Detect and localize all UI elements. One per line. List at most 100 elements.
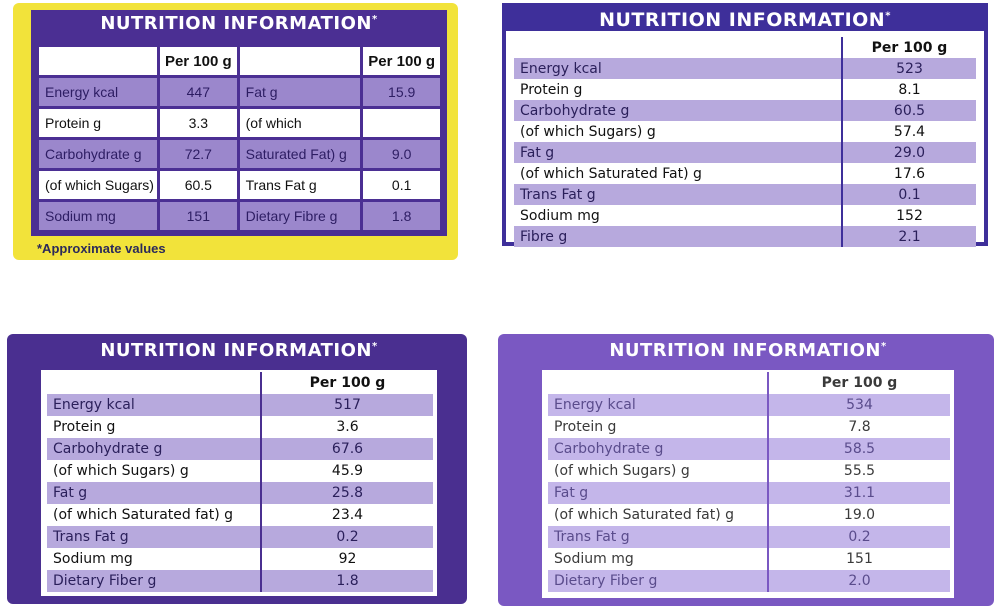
table-row: Carbohydrate g 72.7 Saturated Fat) g 9.0 bbox=[39, 138, 443, 171]
row-label: Energy kcal bbox=[47, 394, 261, 416]
row-label-right: (of which bbox=[238, 107, 364, 140]
panel-2-title-mark: * bbox=[885, 10, 891, 22]
panel-4-table: Per 100 g Energy kcal 534 Protein g 7.8 Ca… bbox=[548, 372, 950, 592]
table-row: Protein g 8.1 bbox=[514, 79, 976, 100]
row-value: 67.6 bbox=[260, 438, 433, 460]
row-label-right: Dietary Fibre g bbox=[238, 200, 364, 233]
nutrition-panel-2: NUTRITION INFORMATION* Per 100 g Energy … bbox=[502, 3, 988, 247]
table-row: Sodium mg 92 bbox=[47, 548, 433, 570]
table-row: Protein g 3.3 (of which bbox=[39, 107, 443, 140]
row-label: Sodium mg bbox=[554, 551, 634, 567]
row-value-left: 60.5 bbox=[158, 169, 240, 202]
table-row: Trans Fat g 0.2 bbox=[548, 526, 950, 548]
table-row: Fat g 29.0 bbox=[514, 142, 976, 163]
table-header-row: Per 100 g bbox=[514, 37, 976, 58]
row-value: 23.4 bbox=[260, 504, 433, 526]
row-value-left: 447 bbox=[158, 76, 240, 109]
row-value: 31.1 bbox=[767, 482, 950, 504]
row-label-right: Fat g bbox=[238, 76, 364, 109]
row-label: Fibre g bbox=[514, 226, 842, 247]
header-blank-cell bbox=[47, 372, 261, 394]
table-row: Protein g 7.8 bbox=[548, 416, 950, 438]
row-value: 45.9 bbox=[260, 460, 433, 482]
table-row: Energy kcal 534 bbox=[548, 394, 950, 416]
row-label: Sodium mg bbox=[53, 551, 133, 567]
table-row: Sodium mg 151 Dietary Fibre g 1.8 bbox=[39, 200, 443, 233]
panel-4-title-mark: * bbox=[880, 341, 887, 352]
table-row: Trans Fat g 0.2 bbox=[47, 526, 433, 548]
table-header-row: Per 100 g bbox=[548, 372, 950, 394]
table-row: Protein g 3.6 bbox=[47, 416, 433, 438]
panel-1-title-mark: * bbox=[371, 14, 378, 25]
row-value: 2.0 bbox=[767, 570, 950, 592]
row-label: Protein g bbox=[520, 81, 583, 98]
panel-3-table: Per 100 g Energy kcal 517 Protein g 3.6 Ca… bbox=[47, 372, 433, 592]
row-label: Fat g bbox=[548, 482, 768, 504]
row-label-left: (of which Sugars) g bbox=[39, 169, 160, 202]
row-label: Trans Fat g bbox=[514, 184, 842, 205]
approximate-values-note: *Approximate values bbox=[37, 241, 166, 256]
row-label: Dietary Fiber g bbox=[47, 570, 261, 592]
panel-3-title-mark: * bbox=[371, 341, 378, 352]
row-value-left: 151 bbox=[158, 200, 240, 233]
table-row: (of which Sugars) g 57.4 bbox=[514, 121, 976, 142]
row-value: 0.2 bbox=[260, 526, 433, 548]
row-value: 0.2 bbox=[767, 526, 950, 548]
header-per-100g: Per 100 g bbox=[260, 372, 433, 394]
header-blank-cell bbox=[514, 37, 842, 58]
row-label: (of which Sugars) g bbox=[53, 463, 189, 479]
table-row: Energy kcal 517 bbox=[47, 394, 433, 416]
row-value-left: 72.7 bbox=[158, 138, 240, 171]
row-value-right: 0.1 bbox=[361, 169, 443, 202]
table-row: (of which Sugars) g 60.5 Trans Fat g 0.1 bbox=[39, 169, 443, 202]
row-label: Protein g bbox=[554, 419, 617, 435]
row-label: Carbohydrate g bbox=[548, 438, 768, 460]
row-value: 8.1 bbox=[841, 79, 976, 100]
row-label: Carbohydrate g bbox=[514, 100, 842, 121]
row-label: (of which Saturated fat) g bbox=[554, 507, 735, 523]
table-row: Fat g 31.1 bbox=[548, 482, 950, 504]
header-per-100g: Per 100 g bbox=[841, 37, 976, 58]
row-value-right: 1.8 bbox=[361, 200, 443, 233]
row-value: 57.4 bbox=[841, 121, 976, 142]
panel-1-title-text: NUTRITION INFORMATION bbox=[100, 13, 372, 34]
panel-4-title-text: NUTRITION INFORMATION bbox=[609, 340, 881, 361]
table-row: Fat g 25.8 bbox=[47, 482, 433, 504]
panel-3-title-text: NUTRITION INFORMATION bbox=[100, 340, 372, 361]
row-value: 1.8 bbox=[260, 570, 433, 592]
table-row: Carbohydrate g 60.5 bbox=[514, 100, 976, 121]
row-label: (of which Saturated fat) g bbox=[53, 507, 234, 523]
table-row: (of which Saturated Fat) g 17.6 bbox=[514, 163, 976, 184]
panel-1-table: Per 100 g Per 100 g Energy kcal 447 Fat … bbox=[39, 47, 443, 233]
table-row: Trans Fat g 0.1 bbox=[514, 184, 976, 205]
row-value: 58.5 bbox=[767, 438, 950, 460]
nutrition-panel-1: NUTRITION INFORMATION* Per 100 g Per 100… bbox=[13, 3, 458, 260]
table-row: Dietary Fiber g 1.8 bbox=[47, 570, 433, 592]
row-value-right: 15.9 bbox=[361, 76, 443, 109]
row-value: 534 bbox=[767, 394, 950, 416]
table-row: (of which Saturated fat) g 23.4 bbox=[47, 504, 433, 526]
row-value: 0.1 bbox=[841, 184, 976, 205]
table-header-row: Per 100 g Per 100 g bbox=[39, 47, 443, 78]
row-value: 151 bbox=[767, 548, 950, 570]
row-label: Energy kcal bbox=[514, 58, 842, 79]
row-label: (of which Sugars) g bbox=[554, 463, 690, 479]
table-row: (of which Sugars) g 45.9 bbox=[47, 460, 433, 482]
header-blank-cell bbox=[548, 372, 768, 394]
table-row: Carbohydrate g 58.5 bbox=[548, 438, 950, 460]
row-label: Trans Fat g bbox=[548, 526, 768, 548]
row-value: 3.6 bbox=[260, 416, 433, 438]
header-per-100g: Per 100 g bbox=[767, 372, 950, 394]
row-value: 2.1 bbox=[841, 226, 976, 247]
header-per-100g-right: Per 100 g bbox=[361, 47, 443, 78]
header-per-100g-left: Per 100 g bbox=[158, 47, 240, 78]
row-label: Carbohydrate g bbox=[47, 438, 261, 460]
row-label-left: Energy kcal bbox=[39, 76, 160, 109]
row-value: 92 bbox=[260, 548, 433, 570]
row-value: 60.5 bbox=[841, 100, 976, 121]
panel-2-title-text: NUTRITION INFORMATION bbox=[599, 9, 886, 31]
table-row: Energy kcal 447 Fat g 15.9 bbox=[39, 76, 443, 109]
row-label: Fat g bbox=[47, 482, 261, 504]
table-row: (of which Sugars) g 55.5 bbox=[548, 460, 950, 482]
panel-1-title: NUTRITION INFORMATION* bbox=[31, 13, 447, 34]
